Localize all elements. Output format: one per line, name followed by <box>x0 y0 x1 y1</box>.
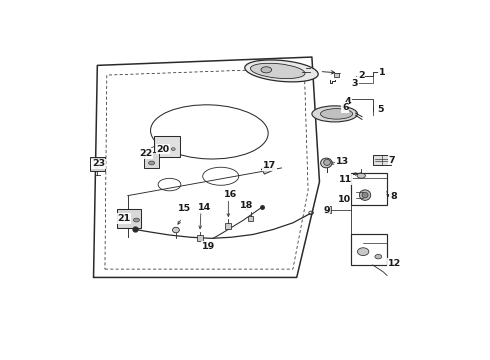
Ellipse shape <box>358 248 369 256</box>
Ellipse shape <box>320 109 353 119</box>
Ellipse shape <box>133 218 140 222</box>
Text: 14: 14 <box>198 203 211 212</box>
Text: 3: 3 <box>351 79 358 88</box>
Bar <box>144 152 159 168</box>
Text: 20: 20 <box>156 145 170 154</box>
Ellipse shape <box>362 192 368 198</box>
Bar <box>225 223 231 229</box>
Text: 9: 9 <box>323 206 330 215</box>
Text: 6: 6 <box>342 103 348 112</box>
Text: 19: 19 <box>202 242 215 251</box>
Text: 23: 23 <box>92 159 105 168</box>
Bar <box>248 216 253 221</box>
Text: 1: 1 <box>379 68 386 77</box>
Text: 11: 11 <box>339 175 352 184</box>
Ellipse shape <box>375 255 382 259</box>
Ellipse shape <box>245 60 318 82</box>
Bar <box>351 173 387 205</box>
Ellipse shape <box>261 67 271 73</box>
Bar <box>197 235 202 242</box>
Ellipse shape <box>357 173 366 178</box>
Ellipse shape <box>265 166 270 170</box>
Ellipse shape <box>250 63 305 78</box>
Bar <box>154 136 180 157</box>
Ellipse shape <box>343 104 347 107</box>
Ellipse shape <box>120 215 128 221</box>
Text: 13: 13 <box>336 157 349 166</box>
Bar <box>90 157 105 171</box>
Bar <box>324 206 331 213</box>
Ellipse shape <box>324 159 330 166</box>
Text: 17: 17 <box>263 161 276 170</box>
Ellipse shape <box>172 148 175 150</box>
Ellipse shape <box>312 106 358 122</box>
Text: 7: 7 <box>388 156 395 165</box>
Text: 4: 4 <box>344 97 351 106</box>
Polygon shape <box>262 162 274 174</box>
Ellipse shape <box>172 227 179 233</box>
Ellipse shape <box>148 161 155 165</box>
Ellipse shape <box>95 165 100 168</box>
Ellipse shape <box>359 190 371 201</box>
Text: 15: 15 <box>178 204 191 213</box>
Bar <box>351 234 387 265</box>
Text: 22: 22 <box>139 149 152 158</box>
Text: 18: 18 <box>240 201 253 210</box>
Text: 8: 8 <box>390 192 397 201</box>
Text: 5: 5 <box>377 105 384 114</box>
Ellipse shape <box>158 149 162 151</box>
Text: 10: 10 <box>338 195 351 204</box>
Text: 21: 21 <box>117 214 130 223</box>
Text: 12: 12 <box>388 259 401 268</box>
Ellipse shape <box>320 158 332 168</box>
Text: 16: 16 <box>223 190 237 199</box>
FancyBboxPatch shape <box>372 155 391 165</box>
Bar <box>334 73 339 77</box>
Text: 2: 2 <box>358 71 365 80</box>
Bar <box>118 209 141 228</box>
